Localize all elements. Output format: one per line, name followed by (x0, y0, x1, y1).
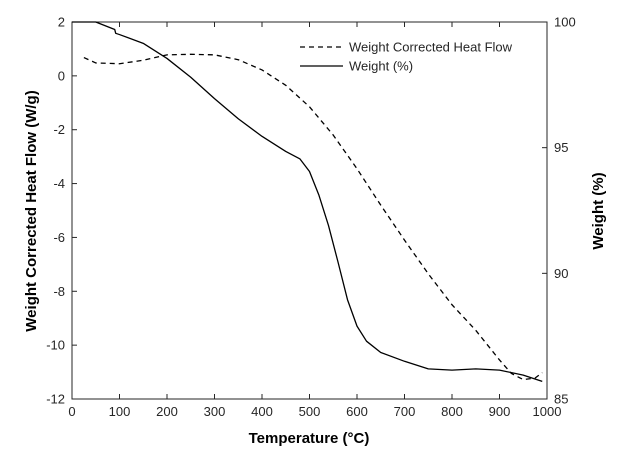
y-left-tick-label: 0 (58, 68, 65, 83)
legend-label-weight: Weight (%) (349, 59, 413, 74)
x-tick-label: 800 (441, 404, 463, 419)
left-y-axis-label: Weight Corrected Heat Flow (W/g) (23, 90, 40, 331)
right-y-axis-label: Weight (%) (590, 172, 607, 249)
x-tick-label: 600 (346, 404, 368, 419)
heat-flow-line (83, 53, 543, 381)
y-right-tick-label: 100 (554, 15, 576, 30)
legend-label-heat-flow: Weight Corrected Heat Flow (349, 40, 513, 55)
y-left-tick-label: 2 (58, 15, 65, 30)
x-tick-label: 300 (204, 404, 226, 419)
y-right-tick-label: 85 (554, 392, 568, 407)
x-tick-label: 0 (68, 404, 75, 419)
x-tick-label: 200 (156, 404, 178, 419)
y-left-tick-label: -2 (53, 122, 65, 137)
legend: Weight Corrected Heat Flow Weight (%) (300, 40, 513, 74)
weight-line (72, 21, 543, 383)
y-left-tick-label: -4 (53, 176, 65, 191)
y-left-tick-label: -6 (53, 230, 65, 245)
series-lines (72, 21, 543, 383)
y-left-tick-label: -8 (53, 284, 65, 299)
x-tick-label: 400 (251, 404, 273, 419)
x-tick-label: 700 (394, 404, 416, 419)
plot-area (71, 21, 548, 400)
x-axis-ticks: 0 100 200 300 400 500 600 700 800 900 1000 (68, 22, 561, 419)
x-axis-label: Temperature (°C) (249, 430, 370, 447)
y-right-tick-label: 95 (554, 140, 568, 155)
y-left-tick-label: -10 (46, 338, 65, 353)
x-tick-label: 500 (299, 404, 321, 419)
x-tick-label: 100 (109, 404, 131, 419)
x-tick-label: 900 (489, 404, 511, 419)
right-y-axis-ticks: 100 95 90 85 (542, 15, 576, 407)
y-left-tick-label: -12 (46, 392, 65, 407)
x-tick-label: 1000 (533, 404, 562, 419)
left-y-axis-ticks: 2 0 -2 -4 -6 -8 -10 -12 (46, 15, 77, 407)
y-right-tick-label: 90 (554, 266, 568, 281)
